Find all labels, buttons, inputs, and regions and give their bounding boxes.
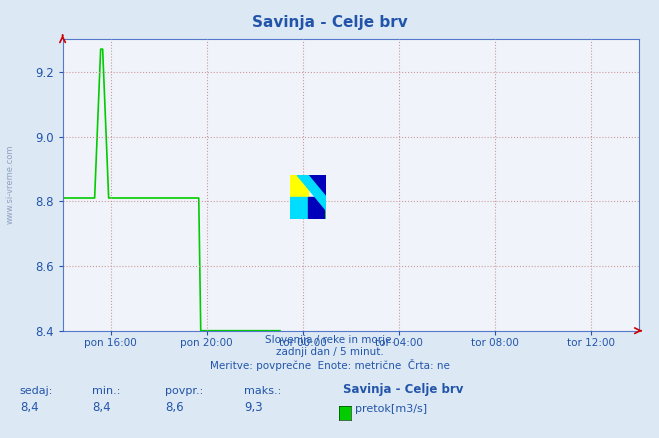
Bar — [290, 197, 308, 219]
Text: maks.:: maks.: — [244, 386, 281, 396]
Text: min.:: min.: — [92, 386, 121, 396]
Text: 8,4: 8,4 — [20, 401, 38, 414]
Text: 8,6: 8,6 — [165, 401, 183, 414]
Text: Meritve: povprečne  Enote: metrične  Črta: ne: Meritve: povprečne Enote: metrične Črta:… — [210, 359, 449, 371]
Text: 9,3: 9,3 — [244, 401, 262, 414]
Bar — [308, 197, 326, 219]
Text: Savinja - Celje brv: Savinja - Celje brv — [252, 15, 407, 30]
Text: 8,4: 8,4 — [92, 401, 111, 414]
Text: sedaj:: sedaj: — [20, 386, 53, 396]
Polygon shape — [301, 175, 326, 219]
Text: povpr.:: povpr.: — [165, 386, 203, 396]
Polygon shape — [297, 175, 326, 210]
Text: Savinja - Celje brv: Savinja - Celje brv — [343, 383, 463, 396]
Text: zadnji dan / 5 minut.: zadnji dan / 5 minut. — [275, 347, 384, 357]
Polygon shape — [308, 175, 326, 197]
Bar — [290, 175, 308, 197]
Text: pretok[m3/s]: pretok[m3/s] — [355, 404, 426, 414]
Text: www.si-vreme.com: www.si-vreme.com — [5, 144, 14, 224]
Text: Slovenija / reke in morje.: Slovenija / reke in morje. — [264, 335, 395, 345]
